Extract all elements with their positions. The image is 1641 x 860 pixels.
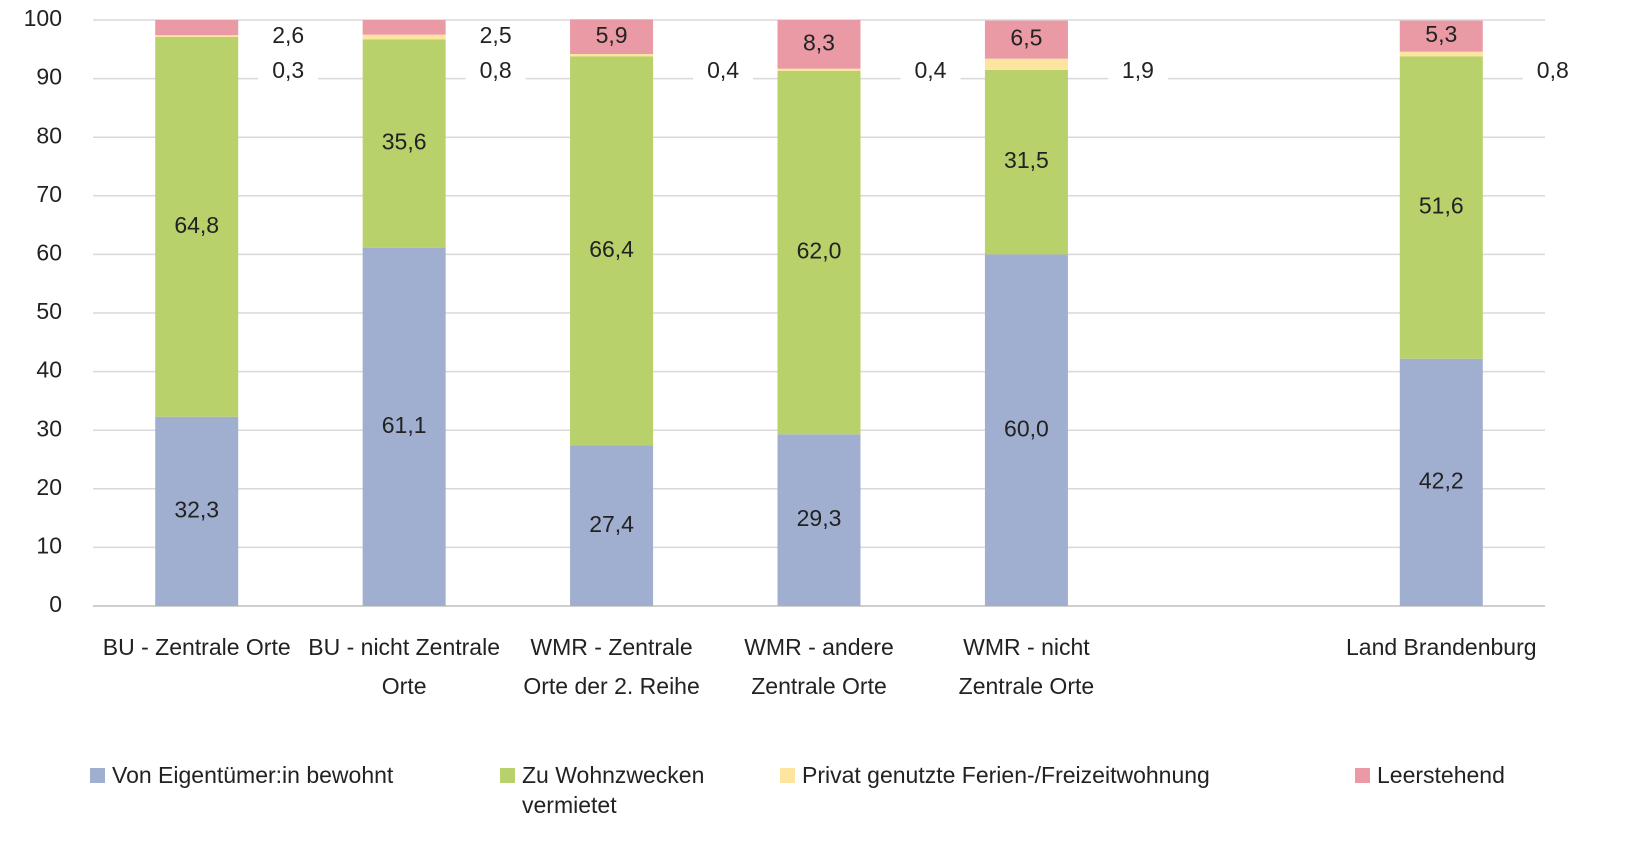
label-background [465,58,526,86]
legend-item: Von Eigentümer:in bewohnt [90,760,470,790]
data-label: 5,3 [1425,21,1457,47]
y-tick-label: 10 [36,532,62,558]
y-tick-label: 80 [36,122,62,148]
legend-label: Zu Wohnzwecken vermietet [522,762,705,818]
bar-segment [570,19,654,54]
legend-swatch [1355,768,1370,783]
y-tick-label: 30 [36,415,62,441]
legend-item: Privat genutzte Ferien-/Freizeitwohnung [780,760,1340,790]
legend-item: Leerstehend [1355,760,1555,790]
data-label: 0,8 [480,57,512,83]
data-label: 62,0 [797,238,842,264]
data-label: 64,8 [174,212,219,238]
data-label: 35,6 [382,129,427,155]
y-tick-label: 70 [36,181,62,207]
bar-segment [362,247,446,607]
bar-segment [777,68,861,71]
data-label: 51,6 [1419,193,1464,219]
data-label: 0,3 [272,57,304,83]
bar-segment [570,445,654,606]
bar-segment [1399,51,1483,57]
data-label: 31,5 [1004,147,1049,173]
bar-segment [1399,20,1483,52]
x-tick-label: BU - Zentrale Orte [102,634,291,660]
bar-segment [155,35,239,37]
legend-swatch [780,768,795,783]
label-background [693,58,754,86]
data-label: 0,4 [915,57,947,83]
data-label: 42,2 [1419,467,1464,493]
legend-item: Zu Wohnzwecken vermietet [500,760,750,820]
y-tick-label: 50 [36,298,62,324]
bar-segment [984,20,1068,59]
y-tick-label: 20 [36,474,62,500]
data-label: 5,9 [596,22,628,48]
label-background [465,23,526,51]
bar-segment [777,70,861,435]
bar-segment [362,20,446,35]
bar-segment [155,36,239,417]
data-label: 8,3 [803,29,835,55]
data-label: 0,8 [1537,57,1569,83]
data-label: 27,4 [589,511,634,537]
y-tick-label: 60 [36,239,62,265]
data-label: 1,9 [1122,57,1154,83]
x-tick-label: BU - nicht Zentrale Orte [308,634,501,699]
bar-segment [362,39,446,248]
bar-segment [1399,56,1483,359]
bar-segment [984,58,1068,70]
label-background [258,23,319,51]
bar-segment [777,434,861,606]
x-tick-label: WMR - nicht Zentrale Orte [958,634,1095,699]
legend-label: Leerstehend [1377,762,1505,788]
data-label: 2,6 [272,22,304,48]
bar-segment [570,53,654,57]
data-label: 6,5 [1010,25,1042,51]
y-tick-label: 40 [36,357,62,383]
y-tick-label: 100 [24,5,62,31]
data-label: 66,4 [589,236,634,262]
data-label: 32,3 [174,496,219,522]
bar-segment [984,254,1068,606]
bar-segment [155,416,239,606]
y-tick-label: 0 [49,591,62,617]
bar-segment [570,56,654,446]
label-background [1522,58,1583,86]
legend-label: Von Eigentümer:in bewohnt [112,762,394,788]
x-tick-label: WMR - andere Zentrale Orte [744,634,894,699]
bar-segment [777,20,861,69]
x-tick-label: WMR - Zentrale Orte der 2. Reihe [523,634,700,699]
label-background [900,58,961,86]
legend-label: Privat genutzte Ferien-/Freizeitwohnung [802,762,1210,788]
data-label: 61,1 [382,412,427,438]
data-label: 29,3 [797,505,842,531]
bar-segment [155,20,239,36]
x-tick-label: Land Brandenburg [1346,634,1537,660]
bar-segment [362,34,446,40]
y-tick-label: 90 [36,64,62,90]
legend-swatch [90,768,105,783]
bar-segment [1399,358,1483,606]
bar-segment [984,69,1068,255]
data-label: 2,5 [480,22,512,48]
data-label: 0,4 [707,57,739,83]
data-label: 60,0 [1004,415,1049,441]
label-background [1107,58,1168,86]
legend-swatch [500,768,515,783]
label-background [258,58,319,86]
